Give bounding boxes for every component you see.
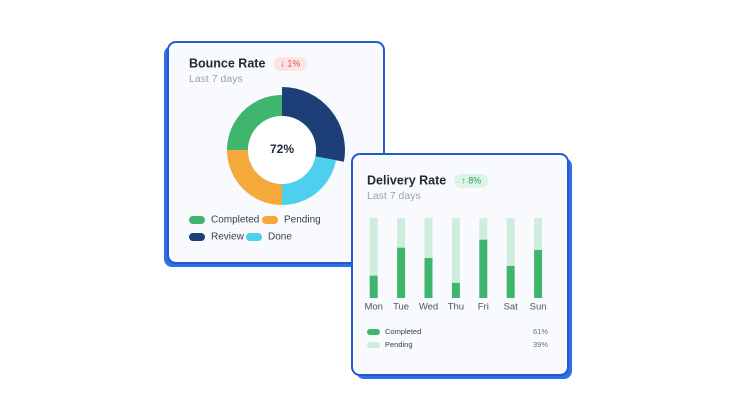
card-title: Delivery Rate	[367, 173, 446, 187]
bar-segment	[369, 275, 378, 298]
badge-bg	[454, 174, 489, 188]
bar-segment	[506, 266, 515, 298]
bar-segment	[506, 218, 515, 266]
card	[351, 153, 569, 376]
center-label: 72%	[270, 142, 294, 156]
legend-share: 39%	[533, 340, 548, 349]
donut-slice	[227, 150, 282, 205]
legend-label: Pending	[284, 215, 321, 226]
legend-swatch	[367, 329, 380, 335]
bar-segment	[534, 218, 543, 250]
legend-share: 61%	[533, 327, 548, 336]
legend-label: Completed	[385, 327, 421, 336]
x-tick-label: Sat	[504, 302, 519, 313]
x-tick-label: Thu	[448, 302, 464, 313]
legend-label: Review	[211, 232, 245, 243]
x-tick-label: Wed	[419, 302, 438, 313]
bar-segment	[479, 239, 488, 298]
badge-bg	[273, 57, 308, 71]
legend-label: Done	[268, 232, 292, 243]
legend-swatch	[189, 233, 205, 241]
bar-segment	[534, 250, 543, 298]
legend-swatch	[367, 342, 380, 348]
legend-label: Pending	[385, 340, 413, 349]
legend-swatch	[189, 216, 205, 224]
bar-segment	[397, 247, 406, 298]
card-subtitle: Last 7 days	[189, 73, 243, 85]
bar-segment	[424, 218, 433, 258]
x-tick-label: Sun	[530, 302, 547, 313]
legend-label: Completed	[211, 215, 259, 226]
card-subtitle: Last 7 days	[367, 190, 421, 202]
badge: ↑ 8%	[461, 175, 481, 185]
bar-segment	[451, 218, 460, 283]
x-tick-label: Mon	[364, 302, 382, 313]
bar-segment	[397, 218, 406, 248]
donut-slice	[227, 95, 282, 150]
legend-swatch	[246, 233, 262, 241]
legend-swatch	[262, 216, 278, 224]
badge: ↓ 1%	[280, 58, 300, 68]
donut-hole	[248, 116, 316, 184]
bar-segment	[451, 282, 460, 298]
card-title: Bounce Rate	[189, 56, 265, 70]
bar-segment	[369, 218, 378, 276]
x-tick-label: Fri	[478, 302, 489, 313]
donut-slice	[282, 87, 345, 162]
bar-segment	[424, 258, 433, 298]
x-tick-label: Tue	[393, 302, 409, 313]
bar-segment	[479, 218, 488, 240]
donut-slice	[282, 156, 337, 205]
